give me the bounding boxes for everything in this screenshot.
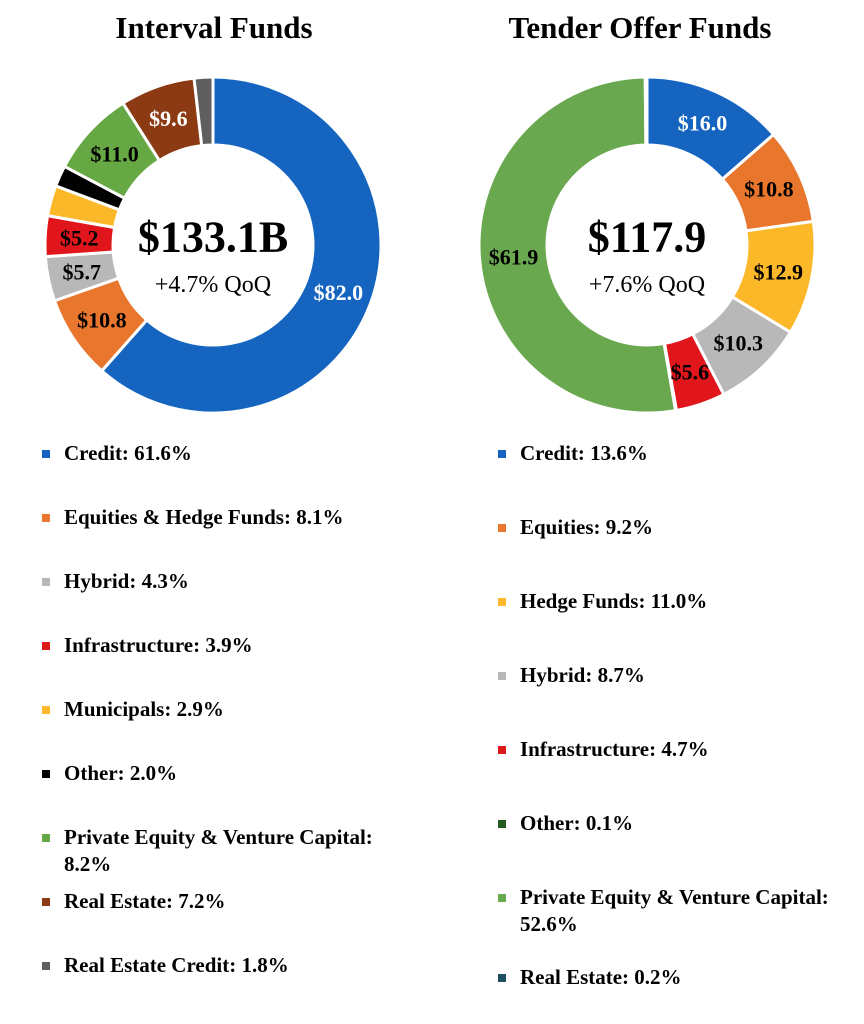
donut-chart: $82.0 $10.8 $5.7 $5.2 $11.0 $9.6 $133.1B +4.7% …	[43, 75, 383, 415]
chart-title: Interval Funds	[115, 10, 313, 45]
legend-item-real-estate: Real Estate: 7.2%	[42, 888, 422, 915]
slice-real-estate-credit	[192, 75, 215, 148]
legend-label: Infrastructure: 3.9%	[64, 633, 253, 657]
legend-swatch	[42, 706, 50, 714]
slice-private-equity-and-venture-capital	[477, 75, 678, 415]
interval-funds-panel: Interval Funds $82.0 $10.8 $5.7 $5.2 $11.0 $9…	[42, 10, 422, 979]
legend-label: Other: 0.1%	[520, 811, 634, 835]
legend-item-private-equity-and-venture-capital: Private Equity & Venture Capital: 8.2%	[42, 824, 422, 878]
legend-item-equities-and-hedge-funds: Equities & Hedge Funds: 8.1%	[42, 504, 422, 531]
center-change: +4.7% QoQ	[155, 272, 271, 298]
center-total: $117.9	[588, 213, 707, 262]
legend-label: Credit: 61.6%	[64, 441, 192, 465]
data-label-hedge-funds: $12.9	[754, 259, 804, 284]
legend-item-real-estate-credit: Real Estate Credit: 1.8%	[42, 952, 422, 979]
legend-label: Real Estate Credit: 1.8%	[64, 953, 289, 977]
legend-swatch	[498, 974, 506, 982]
legend-label: Credit: 13.6%	[520, 441, 648, 465]
legend-label: Private Equity & Venture Capital: 8.2%	[64, 825, 373, 876]
legend-label: Equities: 9.2%	[520, 515, 654, 539]
legend-label: Real Estate: 7.2%	[64, 889, 226, 913]
legend-label: Other: 2.0%	[64, 761, 178, 785]
slice-credit	[99, 75, 383, 415]
legend-label: Equities & Hedge Funds: 8.1%	[64, 505, 344, 529]
legend-item-hybrid: Hybrid: 4.3%	[42, 568, 422, 595]
legend-item-credit: Credit: 61.6%	[42, 440, 422, 467]
legend-label: Hybrid: 4.3%	[64, 569, 189, 593]
legend-item-hedge-funds: Hedge Funds: 11.0%	[498, 588, 864, 615]
legend-swatch	[498, 820, 506, 828]
legend-swatch	[42, 642, 50, 650]
legend-swatch	[42, 962, 50, 970]
data-label-equities-and-hedge-funds: $10.8	[77, 307, 127, 332]
chart-title: Tender Offer Funds	[508, 10, 772, 45]
legend-swatch	[42, 898, 50, 906]
tender-offer-funds-panel: Tender Offer Funds $16.0 $10.8 $12.9 $10.3 $…	[432, 0, 864, 1024]
data-label-infrastructure: $5.2	[60, 225, 99, 250]
legend-swatch	[498, 672, 506, 680]
legend-swatch	[42, 450, 50, 458]
slice-real-estate	[643, 75, 649, 147]
data-label-credit: $82.0	[314, 280, 364, 305]
legend-label: Real Estate: 0.2%	[520, 965, 682, 989]
data-label-private-equity-and-venture-capital: $11.0	[90, 142, 138, 167]
legend-item-municipals: Municipals: 2.9%	[42, 696, 422, 723]
legend-label: Municipals: 2.9%	[64, 697, 224, 721]
data-label-equities: $10.8	[744, 177, 794, 202]
legend-swatch	[42, 514, 50, 522]
legend-item-credit: Credit: 13.6%	[498, 440, 864, 467]
legend-swatch	[498, 450, 506, 458]
legend-item-other: Other: 2.0%	[42, 760, 422, 787]
legend-item-private-equity-and-venture-capital: Private Equity & Venture Capital: 52.6%	[498, 884, 864, 938]
legend-label: Hedge Funds: 11.0%	[520, 589, 708, 613]
center-change: +7.6% QoQ	[589, 272, 705, 298]
legend-item-infrastructure: Infrastructure: 4.7%	[498, 736, 864, 763]
center-total: $133.1B	[138, 213, 288, 262]
data-label-hybrid: $5.7	[63, 260, 102, 285]
legend-label: Infrastructure: 4.7%	[520, 737, 709, 761]
data-label-hybrid: $10.3	[714, 331, 764, 356]
legend-swatch	[498, 894, 506, 902]
legend-item-hybrid: Hybrid: 8.7%	[498, 662, 864, 689]
legend-label: Hybrid: 8.7%	[520, 663, 645, 687]
data-label-infrastructure: $5.6	[671, 359, 710, 384]
legend-swatch	[498, 598, 506, 606]
legend-swatch	[42, 770, 50, 778]
legend-item-infrastructure: Infrastructure: 3.9%	[42, 632, 422, 659]
legend-swatch	[498, 524, 506, 532]
data-label-private-equity-and-venture-capital: $61.9	[489, 245, 539, 270]
donut-chart: $16.0 $10.8 $12.9 $10.3$5.6 $61.9 $117.9 +7.6%…	[477, 75, 817, 415]
legend-swatch	[42, 834, 50, 842]
legend-swatch	[498, 746, 506, 754]
data-label-credit: $16.0	[678, 111, 728, 136]
data-label-real-estate: $9.6	[149, 106, 188, 131]
legend-label: Private Equity & Venture Capital: 52.6%	[520, 885, 829, 936]
legend-swatch	[42, 578, 50, 586]
legend-item-real-estate: Real Estate: 0.2%	[498, 964, 864, 991]
legend-item-equities: Equities: 9.2%	[498, 514, 864, 541]
legend-item-other: Other: 0.1%	[498, 810, 864, 837]
